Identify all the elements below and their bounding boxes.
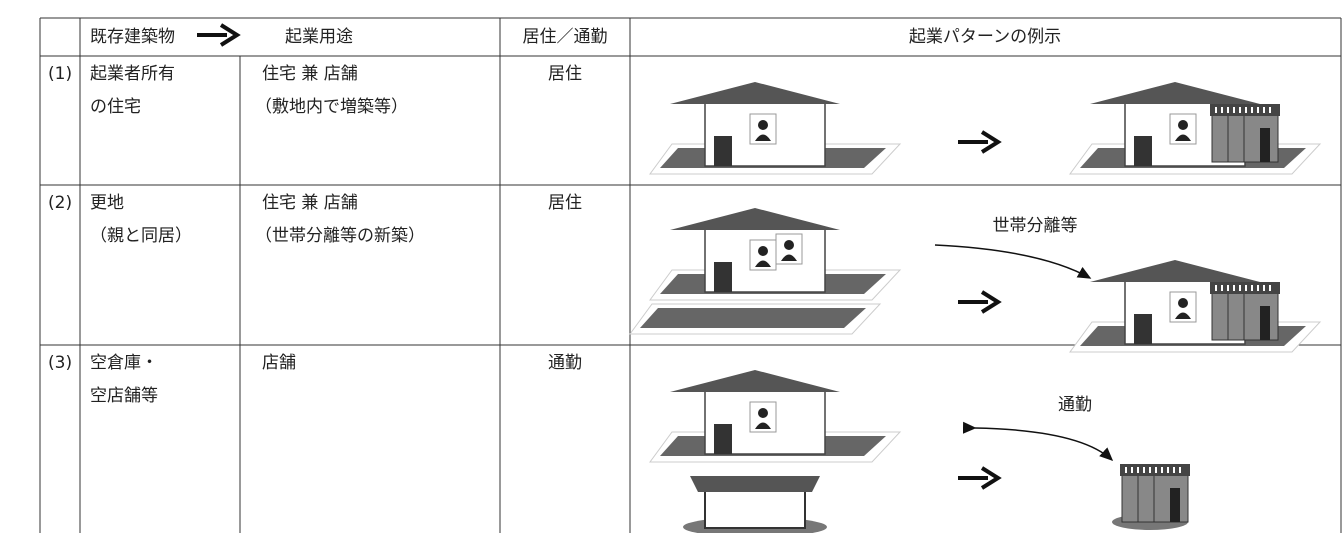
row-number: (2) (48, 193, 72, 213)
curve-arrow (962, 421, 1114, 462)
table-grid (39, 17, 1342, 533)
existing: （親と同居） (90, 226, 192, 246)
use: 住宅 兼 店舗 (262, 64, 358, 84)
existing: 空倉庫・ (90, 353, 158, 373)
existing: 空店舗等 (90, 386, 158, 406)
header-existing: 既存建築物 (90, 27, 175, 47)
annotation: 世帯分離等 (993, 216, 1078, 236)
curve-arrow (934, 244, 1092, 279)
header-residence: 居住／通勤 (523, 27, 608, 47)
header-use: 起業用途 (285, 27, 353, 47)
use: （敷地内で増築等） (255, 97, 408, 117)
existing: の住宅 (90, 97, 141, 117)
header-example: 起業パターンの例示 (909, 27, 1061, 47)
residence: 通勤 (548, 353, 582, 373)
use: 店舗 (262, 353, 296, 373)
residence: 居住 (548, 64, 582, 84)
existing: 起業者所有 (90, 64, 175, 84)
use: 住宅 兼 店舗 (262, 193, 358, 213)
existing: 更地 (90, 193, 124, 213)
annotation: 通勤 (1058, 395, 1092, 415)
row-number: (3) (48, 353, 72, 373)
row-number: (1) (48, 64, 72, 84)
residence: 居住 (548, 193, 582, 213)
warehouse (683, 476, 827, 533)
use: （世帯分離等の新築） (255, 226, 425, 246)
